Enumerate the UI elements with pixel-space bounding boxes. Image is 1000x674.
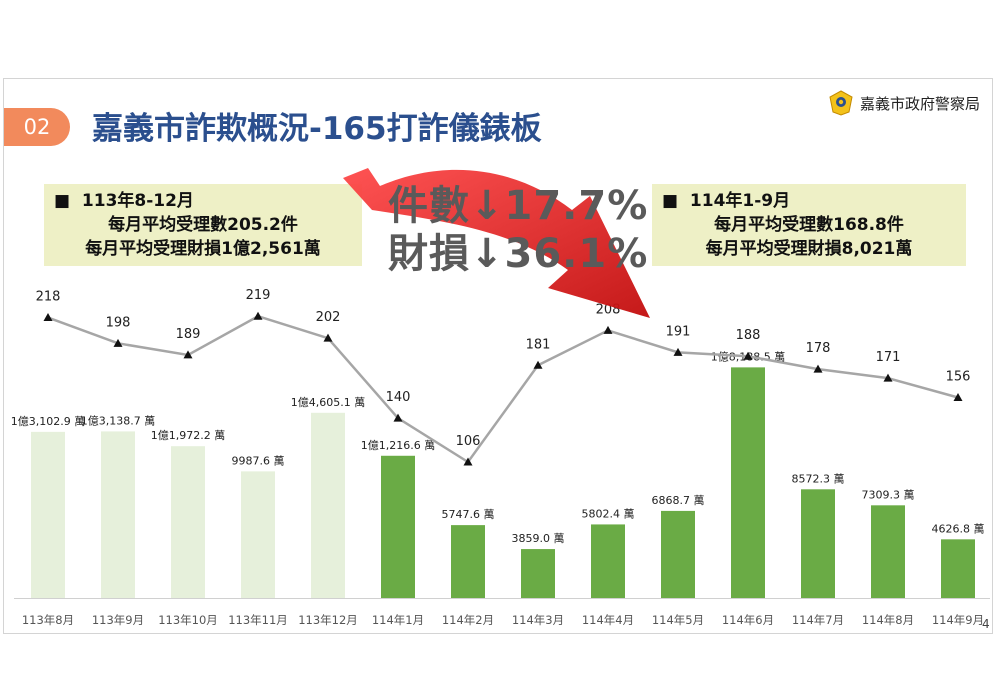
- cases-value-label: 188: [736, 328, 761, 343]
- cases-value-label: 191: [666, 324, 691, 339]
- cases-marker: [813, 364, 823, 373]
- summary-2024-cases: 每月平均受理數205.2件: [108, 215, 298, 235]
- bar-13: [871, 505, 905, 598]
- bar-value-label: 1億1,216.6 萬: [361, 439, 435, 452]
- bar-6: [381, 455, 415, 598]
- x-tick-label: 114年2月: [442, 613, 494, 627]
- cases-value-label: 189: [176, 327, 201, 342]
- cases-value-label: 202: [316, 310, 341, 325]
- bar-value-label: 1億3,102.9 萬: [11, 415, 85, 428]
- bar-value-label: 9987.6 萬: [232, 454, 285, 467]
- cases-value-label: 171: [876, 350, 901, 365]
- summary-box-2024: ■ 113年8-12月 每月平均受理數205.2件 每月平均受理財損1億2,56…: [44, 184, 362, 266]
- cases-marker: [183, 350, 193, 359]
- section-number-badge: 02: [4, 108, 70, 146]
- page-title: 嘉義市詐欺概況-165打詐儀錶板: [92, 111, 542, 147]
- agency-name: 嘉義市政府警察局: [860, 94, 981, 113]
- x-tick-label: 114年4月: [582, 613, 634, 627]
- bar-value-label: 1億4,605.1 萬: [291, 396, 365, 409]
- cases-value-label: 198: [106, 315, 131, 330]
- summary-2024-period: ■ 113年8-12月: [54, 191, 194, 211]
- bar-8: [521, 549, 555, 598]
- bar-value-label: 4626.8 萬: [932, 522, 985, 535]
- bar-value-label: 1億1,972.2 萬: [151, 429, 225, 442]
- cases-marker: [393, 413, 403, 422]
- bar-1: [31, 431, 65, 598]
- x-tick-label: 114年6月: [722, 613, 774, 627]
- x-tick-label: 114年9月: [932, 613, 984, 627]
- cases-value-label: 140: [386, 390, 411, 405]
- cases-value-label: 178: [806, 341, 831, 356]
- summary-2025-cases: 每月平均受理數168.8件: [714, 215, 904, 235]
- cases-marker: [673, 347, 683, 356]
- bar-value-label: 1億3,138.7 萬: [81, 414, 155, 427]
- bar-5: [311, 412, 345, 598]
- bar-value-label: 3859.0 萬: [512, 532, 565, 545]
- summary-box-2025: ■ 114年1-9月 每月平均受理數168.8件 每月平均受理財損8,021萬: [652, 184, 966, 266]
- x-tick-label: 113年8月: [22, 613, 74, 627]
- cases-marker: [43, 313, 53, 322]
- cases-marker: [463, 457, 473, 466]
- cases-marker: [113, 338, 123, 347]
- police-badge-icon: [829, 90, 853, 116]
- bar-14: [941, 539, 975, 598]
- page-number: 4: [982, 617, 990, 631]
- x-tick-label: 113年12月: [298, 613, 358, 627]
- x-tick-label: 114年1月: [372, 613, 424, 627]
- cases-value-label: 106: [456, 434, 481, 449]
- bar-value-label: 7309.3 萬: [862, 488, 915, 501]
- bar-12: [801, 489, 835, 598]
- cases-marker: [883, 373, 893, 382]
- cases-value-label: 219: [246, 288, 271, 303]
- bar-value-label: 6868.7 萬: [652, 494, 705, 507]
- x-tick-label: 114年7月: [792, 613, 844, 627]
- cases-marker: [323, 333, 333, 342]
- bar-value-label: 5747.6 萬: [442, 508, 495, 521]
- cases-marker: [253, 311, 263, 320]
- bar-10: [661, 510, 695, 598]
- bar-value-label: 8572.3 萬: [792, 472, 845, 485]
- x-tick-label: 113年9月: [92, 613, 144, 627]
- bar-9: [591, 524, 625, 598]
- cases-marker: [603, 325, 613, 334]
- bar-2: [101, 431, 135, 598]
- summary-2024-loss: 每月平均受理財損1億2,561萬: [85, 239, 321, 259]
- cases-value-label: 156: [946, 370, 971, 385]
- bar-3: [171, 446, 205, 598]
- x-tick-label: 114年3月: [512, 613, 564, 627]
- x-tick-label: 113年10月: [158, 613, 218, 627]
- agency-logo-group: 嘉義市政府警察局: [828, 90, 980, 116]
- summary-2025-period: ■ 114年1-9月: [662, 191, 791, 211]
- cases-line: [47, 314, 959, 464]
- summary-2025-loss: 每月平均受理財損8,021萬: [705, 239, 913, 259]
- loss-change-text: 財損↓36.1%: [388, 231, 649, 277]
- bar-7: [451, 525, 485, 598]
- cases-value-label: 181: [526, 337, 551, 352]
- x-tick-label: 113年11月: [228, 613, 288, 627]
- x-tick-label: 114年8月: [862, 613, 914, 627]
- bar-value-label: 5802.4 萬: [582, 507, 635, 520]
- x-tick-label: 114年5月: [652, 613, 704, 627]
- cases-value-label: 218: [36, 290, 61, 305]
- cases-marker: [533, 360, 543, 369]
- cases-change-text: 件數↓17.7%: [388, 183, 649, 229]
- cases-marker: [953, 393, 963, 401]
- cases-marker: [743, 351, 753, 360]
- bar-11: [731, 367, 765, 598]
- bar-4: [241, 471, 275, 598]
